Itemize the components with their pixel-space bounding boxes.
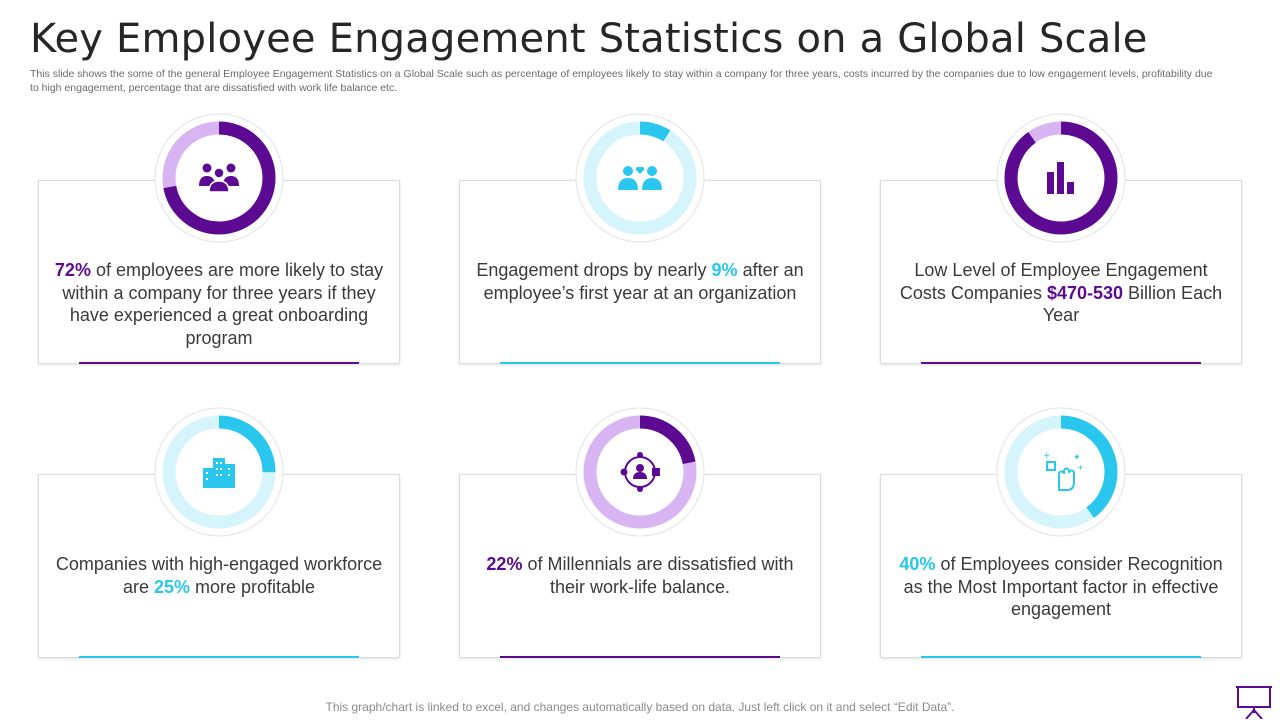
- card-accent-line: [500, 656, 780, 658]
- stat-text-post: of Millennials are dissatisfied with the…: [522, 554, 794, 597]
- stat-text: 72% of employees are more likely to stay…: [53, 259, 385, 349]
- stat-text-post: Billion Each Year: [1042, 282, 1223, 326]
- donut-chart: [575, 113, 705, 243]
- stat-text: 40% of Employees consider Recognition as…: [895, 553, 1227, 621]
- donut-chart: [154, 407, 284, 537]
- stat-highlight: $470-530: [1046, 282, 1124, 303]
- stat-text-pre: Companies with high-engaged workforce ar…: [55, 554, 383, 597]
- donut-slice-value: [583, 415, 697, 529]
- stat-text-pre: Low Level of Employee Engagement Costs C…: [899, 260, 1208, 303]
- donut-chart: + ✦ +: [996, 407, 1126, 537]
- stat-highlight: 22%: [486, 554, 523, 574]
- svg-text:+: +: [1077, 463, 1084, 472]
- stat-text-post: more profitable: [190, 576, 316, 597]
- presentation-board-icon[interactable]: [1236, 683, 1272, 720]
- stat-text: Low Level of Employee Engagement Costs C…: [895, 259, 1227, 327]
- buildings-icon: [193, 446, 245, 498]
- stat-text-pre: Engagement drops by nearly: [476, 260, 712, 280]
- stat-card: 22% of Millennials are dissatisfied with…: [459, 474, 821, 658]
- team-heart-icon: [614, 152, 666, 204]
- donut-slice-value: [1004, 415, 1118, 529]
- page-subtitle: This slide shows the some of the general…: [30, 68, 1213, 94]
- page-title: Key Employee Engagement Statistics on a …: [30, 16, 1148, 62]
- donut-slice-value: [162, 415, 276, 529]
- svg-text:✦: ✦: [1073, 453, 1081, 463]
- donut-chart: [996, 113, 1126, 243]
- card-accent-line: [921, 362, 1201, 364]
- donut-svg: [996, 113, 1126, 243]
- bar-chart-icon: [1035, 152, 1087, 204]
- donut-chart: [154, 113, 284, 243]
- stat-highlight: 25%: [153, 576, 190, 597]
- svg-text:+: +: [1043, 451, 1051, 461]
- stat-highlight: 40%: [899, 554, 936, 574]
- donut-slice-value: [583, 121, 697, 235]
- people-group-icon: [193, 152, 245, 204]
- card-accent-line: [79, 362, 359, 364]
- stat-highlight: 9%: [711, 260, 738, 280]
- stat-text: Companies with high-engaged workforce ar…: [53, 553, 385, 598]
- card-accent-line: [921, 656, 1201, 658]
- donut-slice-value: [162, 121, 276, 235]
- donut-chart: [575, 407, 705, 537]
- stat-text: Engagement drops by nearly 9% after an e…: [474, 259, 806, 304]
- stat-text-post: after an employee’s first year at an org…: [483, 260, 804, 303]
- card-accent-line: [500, 362, 780, 364]
- stat-text-post: of Employees consider Recognition as the…: [903, 554, 1223, 619]
- recognition-hand-icon: + ✦ +: [1035, 446, 1087, 498]
- stat-card: Engagement drops by nearly 9% after an e…: [459, 180, 821, 364]
- footer-note: This graph/chart is linked to excel, and…: [325, 700, 955, 714]
- stat-text: 22% of Millennials are dissatisfied with…: [474, 553, 806, 598]
- donut-svg: [575, 113, 705, 243]
- network-person-icon: [614, 446, 666, 498]
- stat-highlight: 72%: [54, 260, 91, 280]
- stat-text-post: of employees are more likely to stay wit…: [62, 260, 384, 348]
- card-accent-line: [79, 656, 359, 658]
- donut-slice-value: [1004, 121, 1118, 235]
